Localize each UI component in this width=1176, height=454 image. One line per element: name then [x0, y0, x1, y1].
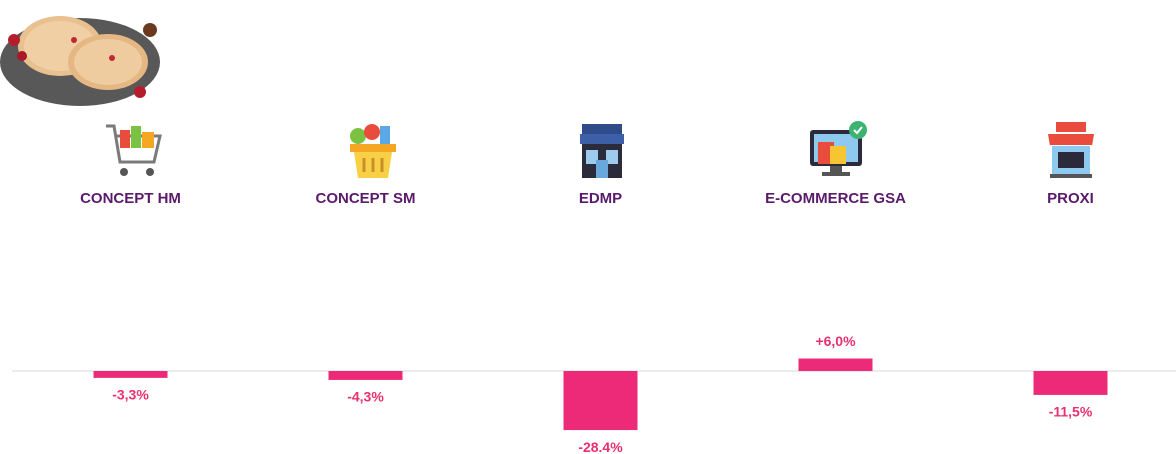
- food-photo: [0, 0, 160, 106]
- value-label: -11,5%: [1049, 404, 1093, 420]
- value-label: -28.4%: [578, 439, 623, 454]
- cart-icon: [106, 124, 162, 176]
- bar: [563, 371, 638, 431]
- shop-icon: [1048, 122, 1094, 178]
- value-label: +6,0%: [815, 333, 856, 349]
- value-label: -3,3%: [112, 387, 149, 403]
- category-label: CONCEPT SM: [315, 190, 415, 207]
- category-label: EDMP: [579, 190, 622, 207]
- category-label: CONCEPT HM: [80, 190, 181, 207]
- bar: [798, 358, 873, 371]
- ecommerce-icon: [810, 121, 867, 176]
- store-icon: [580, 124, 624, 178]
- value-label: -4,3%: [347, 389, 384, 405]
- category-label: E-COMMERCE GSA: [765, 190, 906, 207]
- bar: [93, 371, 168, 378]
- basket-icon: [350, 124, 396, 178]
- bar: [1033, 371, 1108, 395]
- bar: [328, 371, 403, 380]
- category-label: PROXI: [1047, 190, 1094, 207]
